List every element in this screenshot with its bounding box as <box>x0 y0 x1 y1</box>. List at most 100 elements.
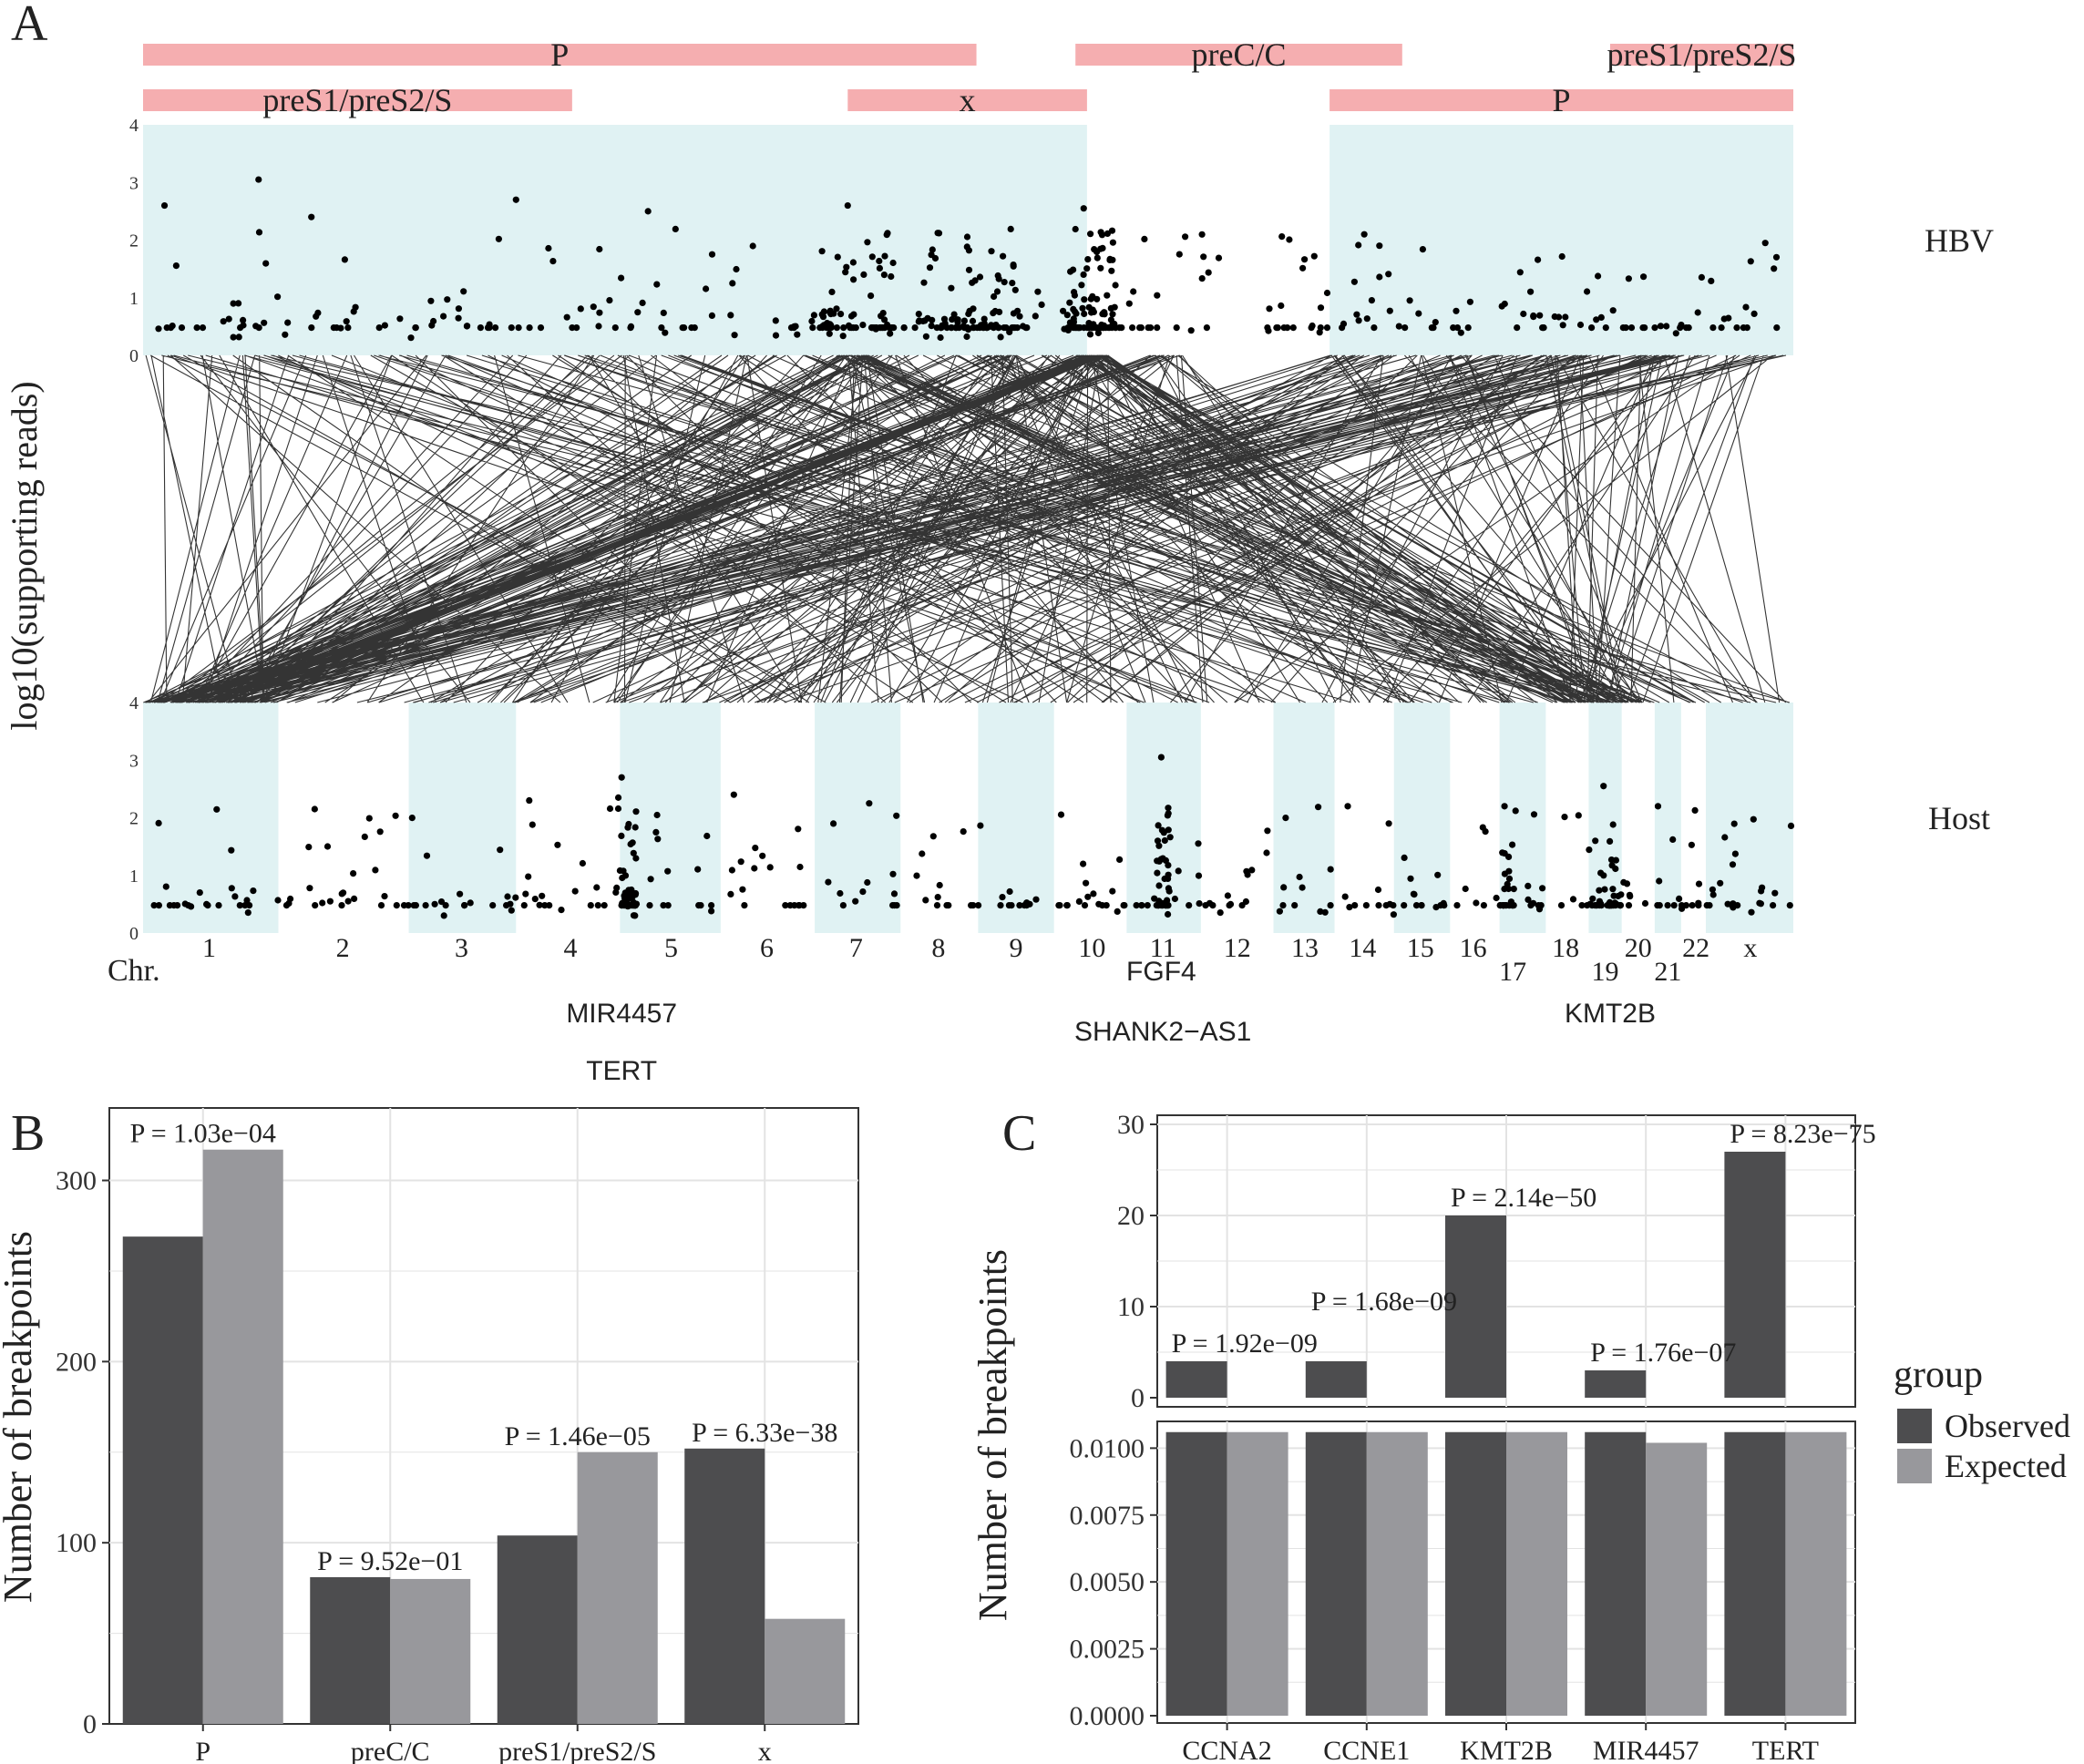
hbv-point-393 <box>960 324 968 332</box>
hbv-point-495 <box>1147 324 1155 332</box>
hbv-point-105 <box>155 325 162 333</box>
gene-label-1: preC/C <box>1192 36 1287 73</box>
hbv-point-294 <box>262 260 270 267</box>
host-point-111 <box>1731 850 1739 857</box>
bar-observed-1 <box>310 1576 391 1724</box>
host-point-457 <box>795 902 803 909</box>
hbv-point-502 <box>1743 324 1750 332</box>
host-point-97 <box>1729 861 1737 868</box>
hbv-point-406 <box>1520 310 1527 318</box>
hbv-point-339 <box>731 332 738 339</box>
host-point-95 <box>1327 902 1334 909</box>
host-point-419 <box>631 902 640 909</box>
hbv-point-514 <box>1106 256 1114 263</box>
host-point-462 <box>1317 908 1324 916</box>
bar-observed-0 <box>122 1236 203 1724</box>
host-point-266 <box>859 888 867 896</box>
chr-label-16: 16 <box>1460 933 1487 963</box>
hbv-point-403 <box>1551 313 1558 321</box>
host-point-428 <box>1724 900 1731 908</box>
host-point-190 <box>1282 815 1289 822</box>
bottom-bar-expected-0 <box>1227 1431 1288 1716</box>
hbv-point-320 <box>314 309 322 316</box>
host-point-127 <box>166 902 173 909</box>
host-point-216 <box>618 832 625 840</box>
host-point-2 <box>1407 875 1414 882</box>
host-point-397 <box>1601 886 1608 893</box>
hbv-point-52 <box>860 271 867 278</box>
hbv-point-328 <box>563 313 570 321</box>
hbv-point-423 <box>352 303 359 311</box>
host-point-96 <box>751 865 758 872</box>
gene-label-2: preS1/preS2/S <box>1607 36 1796 73</box>
host-point-310 <box>1401 902 1408 909</box>
hbv-point-454 <box>1602 324 1609 332</box>
host-point-peak-6 <box>1344 803 1351 810</box>
hbv-point-48 <box>1000 252 1007 260</box>
panel-c-top-ytick-3: 30 <box>1117 1110 1145 1140</box>
hbv-point-164 <box>1083 265 1091 272</box>
host-point-114 <box>228 846 235 854</box>
hbv-point-344 <box>1625 275 1632 282</box>
host-point-363 <box>522 890 529 897</box>
host-point-62 <box>1786 902 1793 909</box>
hbv-point-233 <box>1093 295 1101 303</box>
host-point-431 <box>654 836 662 843</box>
hbv-point-419 <box>1316 329 1323 336</box>
host-point-1 <box>739 886 746 893</box>
hbv-point-204 <box>1087 231 1094 238</box>
panel-c-ylabel: Number of breakpoints <box>970 1249 1015 1621</box>
hbv-point-144 <box>1428 324 1435 332</box>
hbv-point-173 <box>772 317 779 324</box>
hbv-track-label: HBV <box>1925 222 1994 259</box>
hbv-point-481 <box>980 315 988 323</box>
panel-a-ylabel: log10(supporting reads) <box>4 381 45 730</box>
host-point-15 <box>890 890 898 897</box>
link-lines <box>143 354 1791 703</box>
hbv-point-109 <box>772 332 780 339</box>
hbv-point-277 <box>1562 313 1569 321</box>
hbv-point-269 <box>1007 225 1014 232</box>
hbv-point-415 <box>873 324 880 332</box>
host-point-128 <box>1080 860 1087 867</box>
hbv-point-258 <box>820 308 828 315</box>
host-point-328 <box>241 902 249 909</box>
hbv-point-178 <box>881 252 888 260</box>
host-point-30 <box>1165 910 1172 918</box>
host-point-106 <box>236 902 243 909</box>
chr-band-15 <box>1393 703 1451 933</box>
chr-label-21: 21 <box>1654 957 1681 987</box>
hbv-point-165 <box>888 272 895 281</box>
gene-label-1: x <box>960 82 976 118</box>
host-point-18 <box>1473 899 1480 907</box>
hbv-point-329 <box>937 333 944 342</box>
hbv-point-278 <box>729 280 736 287</box>
hbv-point-182 <box>1323 289 1331 297</box>
hbv-point-242 <box>859 322 867 329</box>
hbv-point-75 <box>1203 324 1210 332</box>
host-point-peak-10 <box>866 800 873 807</box>
host-point-469 <box>1280 884 1288 891</box>
panel-c-bottom-ytick-1: 0.0025 <box>1070 1635 1145 1665</box>
hbv-point-357 <box>1079 304 1086 312</box>
host-point-464 <box>652 828 660 836</box>
hbv-y-axis: 0 1 2 3 4 <box>129 116 139 366</box>
hbv-point-375 <box>995 275 1002 282</box>
hbv-point-140 <box>911 324 919 332</box>
hbv-point-471 <box>235 300 242 307</box>
hbv-point-93 <box>993 288 1001 295</box>
panel-b-xtick-1: preC/C <box>351 1737 430 1764</box>
hbv-point-279 <box>1597 313 1605 321</box>
hbv-point-472 <box>1651 324 1658 332</box>
host-point-131 <box>1505 875 1514 883</box>
integration-links <box>143 354 1791 703</box>
hbv-point-422 <box>1070 266 1077 273</box>
bottom-bar-observed-2 <box>1445 1431 1506 1716</box>
gene-label-0: preS1/preS2/S <box>262 82 452 118</box>
panel-b-ytick-2: 200 <box>56 1347 97 1377</box>
host-point-372 <box>508 907 515 914</box>
hbv-point-489 <box>225 315 232 323</box>
